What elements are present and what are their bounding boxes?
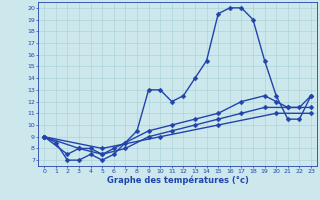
X-axis label: Graphe des températures (°c): Graphe des températures (°c)	[107, 176, 249, 185]
